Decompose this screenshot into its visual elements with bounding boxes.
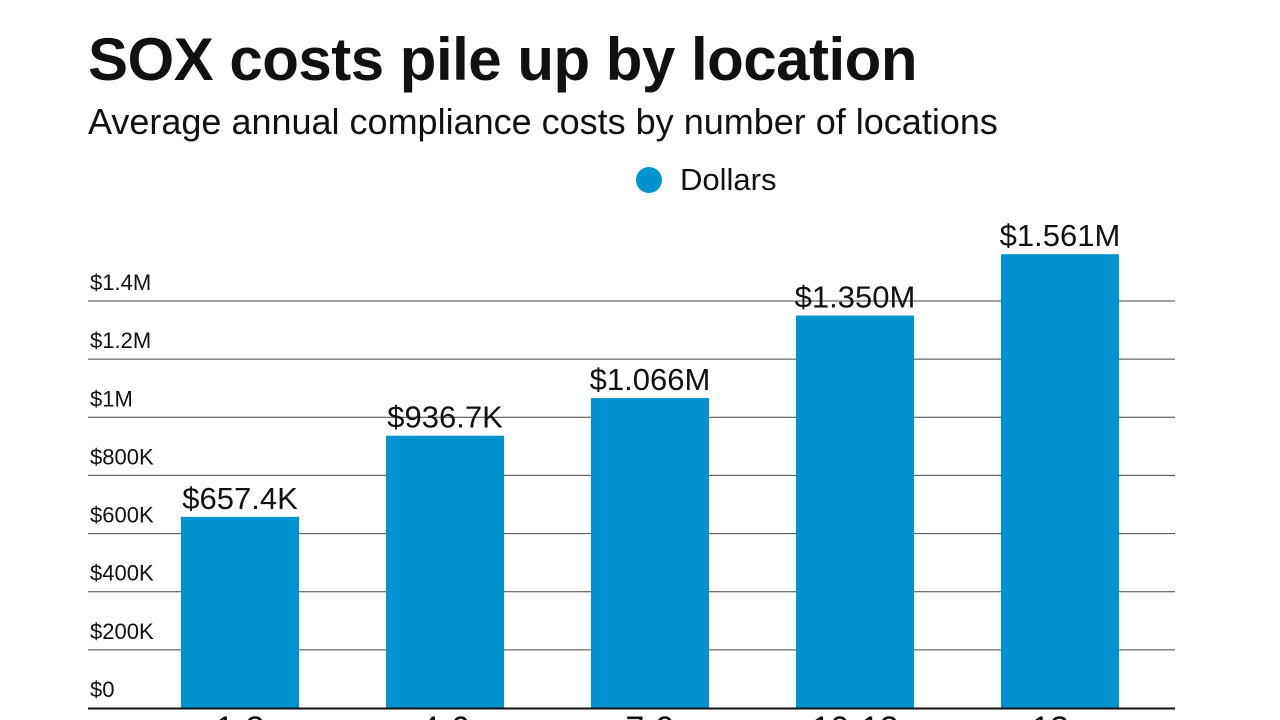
y-tick-label: $600K: [90, 503, 154, 528]
chart-subtitle: Average annual compliance costs by numbe…: [88, 101, 998, 142]
x-tick-label: 13+: [1031, 710, 1089, 720]
x-tick-label: 1-3: [215, 710, 264, 720]
bar: [386, 435, 504, 708]
y-tick-label: $800K: [90, 444, 154, 469]
chart-title: SOX costs pile up by location: [88, 26, 918, 93]
bar: [796, 315, 914, 708]
x-tick-label: 4-6: [420, 710, 469, 720]
y-tick-label: $1.4M: [90, 270, 151, 295]
legend-dot-icon: [636, 167, 662, 193]
y-tick-label: $400K: [90, 561, 154, 586]
bar: [181, 516, 299, 708]
chart-legend: Dollars: [636, 162, 776, 198]
data-label: $657.4K: [182, 481, 298, 516]
y-tick-label: $200K: [90, 619, 154, 644]
bar: [1001, 254, 1119, 708]
data-label: $1.066M: [590, 362, 711, 397]
x-tick-label: 7-9: [625, 710, 674, 720]
data-label: $1.350M: [795, 280, 916, 315]
data-label: $1.561M: [1000, 218, 1121, 253]
data-label: $936.7K: [387, 400, 503, 435]
y-tick-label: $1M: [90, 386, 133, 411]
y-tick-label: $1.2M: [90, 328, 151, 353]
x-tick-label: 10-12: [812, 710, 899, 720]
y-tick-label: $0: [90, 677, 114, 702]
legend-label: Dollars: [680, 162, 777, 197]
bar: [591, 398, 709, 708]
